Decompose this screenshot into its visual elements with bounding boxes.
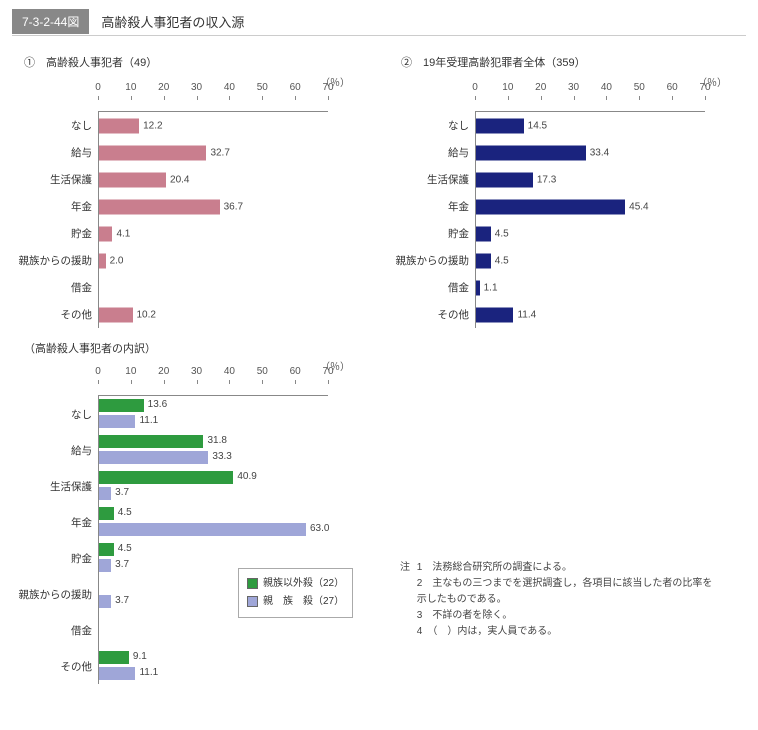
- bar-value: 3.7: [115, 559, 129, 570]
- category-label: 親族からの援助: [12, 253, 98, 268]
- category-label: 借金: [12, 280, 98, 295]
- note-item: 2 主なもの三つまでを選択調査し，各項目に該当した者の比率を示したものである。: [417, 576, 717, 608]
- bar: [99, 435, 203, 448]
- bar-value: 4.5: [495, 255, 509, 266]
- bar: [476, 280, 480, 295]
- bar: [99, 253, 106, 268]
- bar: [99, 523, 306, 536]
- note-item: 1 法務総合研究所の調査による。: [417, 560, 717, 576]
- category-label: その他: [12, 307, 98, 322]
- bar-value: 40.9: [237, 471, 256, 482]
- category-label: 生活保護: [389, 172, 475, 187]
- category-label: 年金: [389, 199, 475, 214]
- bar: [99, 226, 112, 241]
- figure-header: 7-3-2-44図 高齢殺人事犯者の収入源: [12, 8, 746, 36]
- bar: [99, 595, 111, 608]
- bar-value: 4.5: [495, 228, 509, 239]
- bar: [99, 415, 135, 428]
- legend: 親族以外殺（22）親 族 殺（27）: [238, 568, 353, 618]
- bar: [476, 199, 625, 214]
- bar: [476, 226, 491, 241]
- category-label: 給与: [389, 145, 475, 160]
- bar: [99, 145, 206, 160]
- bar: [99, 667, 135, 680]
- bar-value: 17.3: [537, 174, 556, 185]
- bar: [99, 172, 166, 187]
- category-label: 借金: [389, 280, 475, 295]
- bar-value: 20.4: [170, 174, 189, 185]
- bar: [476, 118, 524, 133]
- chart-3: （高齢殺人事犯者の内訳）（％）010203040506070なし13.611.1…: [12, 340, 372, 684]
- bar: [99, 559, 111, 572]
- bar-value: 11.1: [139, 667, 158, 678]
- bar: [476, 307, 513, 322]
- bar-value: 1.1: [484, 282, 498, 293]
- bar-value: 3.7: [115, 595, 129, 606]
- bar-value: 11.4: [517, 309, 536, 320]
- category-label: 貯金: [12, 226, 98, 241]
- bar-value: 10.2: [137, 309, 156, 320]
- category-label: なし: [12, 118, 98, 133]
- bar: [476, 172, 533, 187]
- category-label: 生活保護: [12, 172, 98, 187]
- category-label: 年金: [12, 199, 98, 214]
- bar-value: 31.8: [207, 435, 226, 446]
- category-label: 親族からの援助: [389, 253, 475, 268]
- bar: [99, 399, 144, 412]
- chart-subtitle: ② 19年受理高齢犯罪者全体（359）: [401, 54, 746, 70]
- bar-value: 4.1: [116, 228, 130, 239]
- note-item: 3 不詳の者を除く。: [417, 608, 717, 624]
- category-label: 貯金: [389, 226, 475, 241]
- bar: [99, 651, 129, 664]
- bar: [99, 507, 114, 520]
- chart-1: ① 高齢殺人事犯者（49）（％）010203040506070なし12.2給与3…: [12, 50, 369, 328]
- bar-value: 63.0: [310, 523, 329, 534]
- category-label: なし: [12, 396, 98, 432]
- bar-value: 45.4: [629, 201, 648, 212]
- figure-number: 7-3-2-44図: [12, 9, 89, 34]
- note-item: 4 （ ）内は，実人員である。: [417, 624, 717, 640]
- bar-value: 33.4: [590, 147, 609, 158]
- bar: [99, 543, 114, 556]
- legend-item: 親 族 殺（27）: [247, 593, 344, 611]
- bar: [99, 487, 111, 500]
- category-label: その他: [12, 648, 98, 684]
- notes-head: 注: [400, 562, 410, 573]
- bar-value: 14.5: [528, 120, 547, 131]
- bar: [476, 145, 586, 160]
- notes: 注 1 法務総合研究所の調査による。 2 主なもの三つまでを選択調査し，各項目に…: [400, 560, 730, 640]
- chart-2: ② 19年受理高齢犯罪者全体（359）（％）010203040506070なし1…: [389, 50, 746, 328]
- category-label: 借金: [12, 612, 98, 648]
- category-label: 給与: [12, 145, 98, 160]
- chart-subtitle: （高齢殺人事犯者の内訳）: [24, 340, 372, 356]
- category-label: 年金: [12, 504, 98, 540]
- bar: [99, 118, 139, 133]
- legend-item: 親族以外殺（22）: [247, 575, 344, 593]
- bar: [476, 253, 491, 268]
- bar-value: 32.7: [210, 147, 229, 158]
- category-label: 貯金: [12, 540, 98, 576]
- bar-value: 36.7: [224, 201, 243, 212]
- bar-value: 11.1: [139, 415, 158, 426]
- bar-value: 3.7: [115, 487, 129, 498]
- bar: [99, 199, 220, 214]
- figure-title: 高齢殺人事犯者の収入源: [89, 8, 256, 35]
- category-label: なし: [389, 118, 475, 133]
- bar: [99, 307, 133, 322]
- bar-value: 9.1: [133, 651, 147, 662]
- bar-value: 13.6: [148, 399, 167, 410]
- chart-subtitle: ① 高齢殺人事犯者（49）: [24, 54, 369, 70]
- bar-value: 4.5: [118, 543, 132, 554]
- bar-value: 12.2: [143, 120, 162, 131]
- category-label: 生活保護: [12, 468, 98, 504]
- bar-value: 4.5: [118, 507, 132, 518]
- bar-value: 33.3: [212, 451, 231, 462]
- bar-value: 2.0: [110, 255, 124, 266]
- category-label: 親族からの援助: [12, 576, 98, 612]
- category-label: その他: [389, 307, 475, 322]
- bar: [99, 471, 233, 484]
- category-label: 給与: [12, 432, 98, 468]
- bar: [99, 451, 208, 464]
